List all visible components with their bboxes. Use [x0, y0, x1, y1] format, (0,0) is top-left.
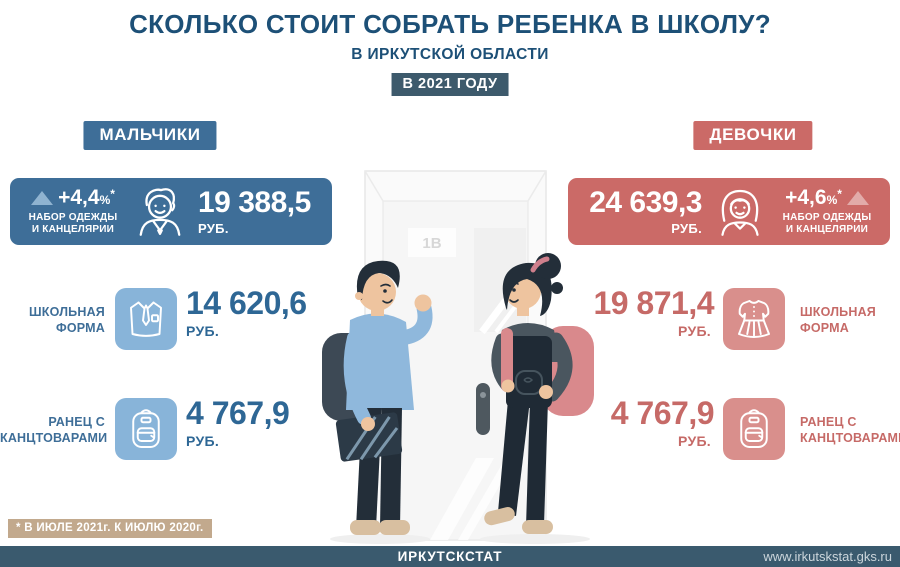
boys-change-block: +4,4%* НАБОР ОДЕЖДЫ И КАНЦЕЛЯРИИ — [14, 185, 132, 236]
page-subtitle: В ИРКУТСКОЙ ОБЛАСТИ — [351, 46, 549, 63]
up-triangle-icon — [846, 190, 869, 205]
footer-bar: ИРКУТСКСТАТ www.irkutskstat.gks.ru — [0, 546, 900, 567]
boys-section-badge: МАЛЬЧИКИ — [83, 121, 217, 150]
boys-change-value: +4,4 — [58, 185, 100, 209]
school-door-illustration: 1В — [322, 170, 594, 544]
shirt-icon — [130, 301, 162, 337]
girls-uniform-tile — [723, 288, 785, 350]
boys-backpack-label: РАНЕЦ С КАНЦТОВАРАМИ — [0, 415, 108, 446]
girls-change-value: +4,6 — [785, 185, 827, 209]
boys-total-value: 19 388,5 РУБ. — [198, 185, 311, 236]
boy-icon — [139, 187, 181, 236]
up-triangle-icon — [31, 190, 54, 205]
page-title: СКОЛЬКО СТОИТ СОБРАТЬ РЕБЕНКА В ШКОЛУ? — [129, 9, 771, 39]
year-badge: В 2021 ГОДУ — [391, 73, 509, 96]
boys-backpack-tile — [115, 398, 177, 460]
girls-change-caption: НАБОР ОДЕЖДЫ И КАНЦЕЛЯРИИ — [782, 211, 872, 236]
boys-backpack-value: 4 767,9 РУБ. — [186, 395, 290, 449]
girls-backpack-value: 4 767,9 РУБ. — [610, 395, 715, 449]
door-handle — [476, 383, 490, 435]
girls-change-block: +4,6%* НАБОР ОДЕЖДЫ И КАНЦЕЛЯРИИ — [768, 185, 886, 236]
boys-uniform-tile — [115, 288, 177, 350]
girls-total-value: 24 639,3 РУБ. — [589, 185, 702, 236]
girl-figure — [484, 253, 594, 534]
girls-uniform-label: ШКОЛЬНАЯ ФОРМА — [800, 305, 876, 336]
girls-backpack-label: РАНЕЦ С КАНЦТОВАРАМИ — [800, 415, 900, 446]
door-sign: 1В — [422, 235, 441, 252]
footer-website-url: www.irkutskstat.gks.ru — [763, 549, 892, 564]
boy-figure — [322, 260, 433, 535]
girl-icon — [721, 189, 759, 236]
girls-backpack-tile — [723, 398, 785, 460]
backpack-icon — [740, 409, 768, 448]
girls-section-badge: ДЕВОЧКИ — [693, 121, 813, 150]
footnote-badge: * В ИЮЛЕ 2021г. К ИЮЛЮ 2020г. — [8, 519, 212, 538]
boys-uniform-value: 14 620,6 РУБ. — [186, 285, 307, 339]
girls-total-card: 24 639,3 РУБ. +4,6%* — [568, 178, 890, 245]
dress-icon — [738, 300, 770, 338]
boys-change-caption: НАБОР ОДЕЖДЫ И КАНЦЕЛЯРИИ — [28, 211, 118, 236]
girls-uniform-value: 19 871,4 РУБ. — [593, 285, 714, 339]
boys-total-card: +4,4%* НАБОР ОДЕЖДЫ И КАНЦЕЛЯРИИ — [10, 178, 332, 245]
footer-org-name: ИРКУТСКСТАТ — [397, 549, 503, 564]
backpack-icon — [132, 409, 160, 448]
boys-uniform-label: ШКОЛЬНАЯ ФОРМА — [29, 305, 105, 336]
